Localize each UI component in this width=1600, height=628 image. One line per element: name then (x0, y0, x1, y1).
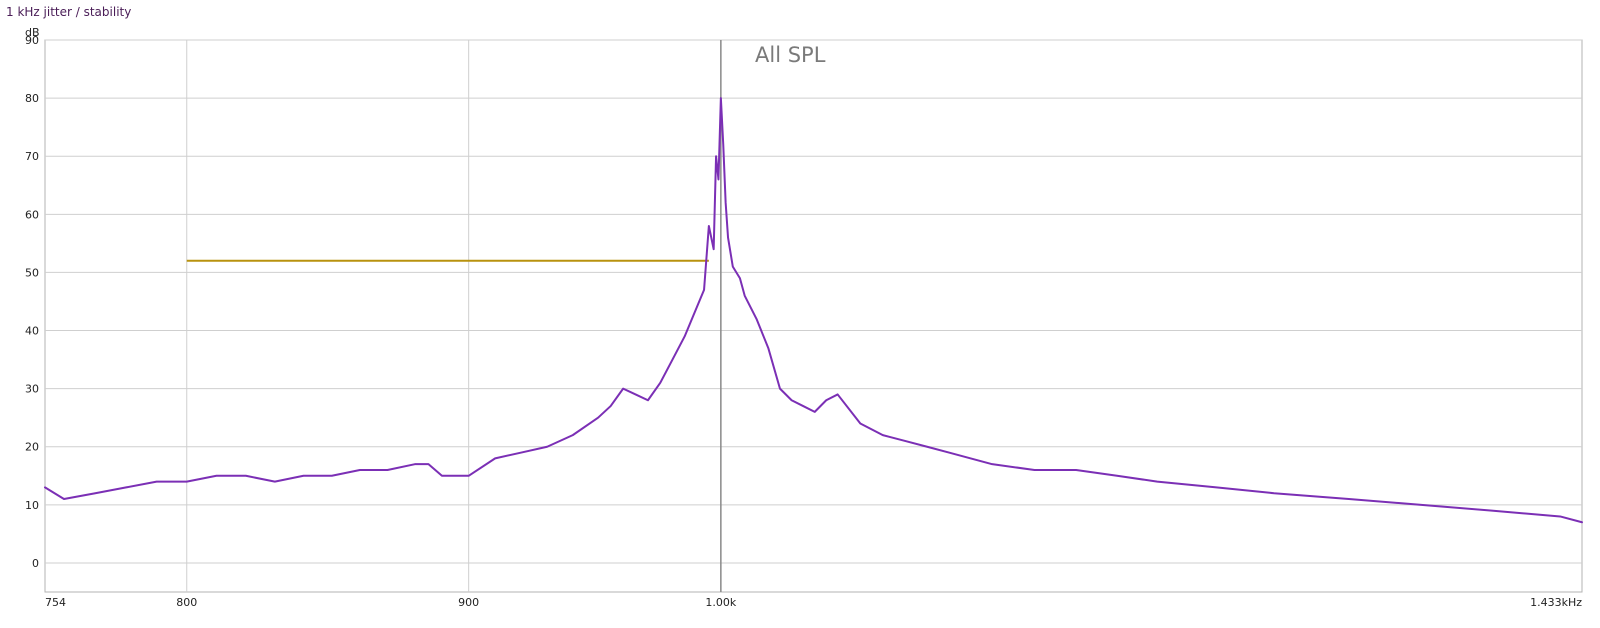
window-title: 1 kHz jitter / stability (6, 5, 132, 19)
x-tick-label: 754 (45, 596, 66, 609)
x-tick-label: 1.433kHz (1530, 596, 1582, 609)
y-tick-label: 60 (25, 208, 39, 221)
y-tick-label: 40 (25, 325, 39, 338)
y-tick-label: 20 (25, 441, 39, 454)
series-layer (44, 97, 1583, 524)
y-tick-label: 30 (25, 383, 39, 396)
grid-layer (44, 39, 1583, 593)
label-layer: 0 10 20 30 40 50 60 70 80 90 754 800 900 1.00k 1.433kH… (25, 34, 1582, 609)
x-tick-label: 900 (458, 596, 479, 609)
y-tick-label: 50 (25, 266, 39, 279)
y-tick-label: 80 (25, 92, 39, 105)
y-tick-label: 10 (25, 499, 39, 512)
y-axis-unit: dB (25, 26, 40, 39)
x-tick-label: 1.00k (705, 596, 736, 609)
y-tick-label: 90 (25, 34, 39, 47)
y-tick-label: 70 (25, 150, 39, 163)
chart-title: All SPL (755, 43, 826, 67)
y-tick-label: 0 (32, 557, 39, 570)
plot-frame (44, 39, 1583, 593)
series-line-0 (44, 97, 1583, 524)
x-tick-label: 800 (176, 596, 197, 609)
